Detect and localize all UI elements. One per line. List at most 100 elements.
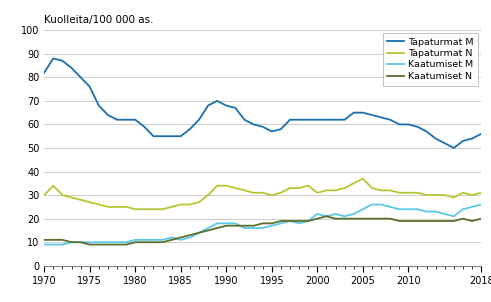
Tapaturmat M — [269, 130, 275, 133]
Tapaturmat N — [332, 188, 338, 192]
Kaatumiset M — [250, 226, 256, 230]
Text: Kuolleita/100 000 as.: Kuolleita/100 000 as. — [44, 15, 154, 25]
Tapaturmat M — [187, 127, 193, 131]
Tapaturmat M — [414, 125, 420, 129]
Tapaturmat N — [342, 186, 348, 190]
Tapaturmat M — [478, 132, 484, 136]
Kaatumiset M — [469, 205, 475, 209]
Tapaturmat N — [123, 205, 129, 209]
Tapaturmat M — [150, 134, 156, 138]
Kaatumiset M — [105, 240, 111, 244]
Tapaturmat M — [378, 116, 384, 119]
Tapaturmat M — [205, 104, 211, 108]
Kaatumiset N — [78, 240, 83, 244]
Tapaturmat M — [160, 134, 165, 138]
Kaatumiset N — [378, 217, 384, 220]
Tapaturmat N — [78, 198, 83, 202]
Tapaturmat N — [414, 191, 420, 194]
Kaatumiset N — [351, 217, 356, 220]
Tapaturmat N — [324, 188, 329, 192]
Kaatumiset N — [232, 224, 238, 227]
Kaatumiset M — [351, 212, 356, 216]
Tapaturmat N — [51, 184, 56, 188]
Kaatumiset M — [369, 203, 375, 206]
Line: Tapaturmat M: Tapaturmat M — [44, 59, 481, 148]
Tapaturmat M — [78, 76, 83, 79]
Line: Kaatumiset M: Kaatumiset M — [44, 204, 481, 245]
Kaatumiset N — [387, 217, 393, 220]
Kaatumiset N — [178, 236, 184, 239]
Tapaturmat M — [296, 118, 302, 121]
Tapaturmat M — [369, 113, 375, 117]
Kaatumiset M — [242, 226, 247, 230]
Tapaturmat N — [460, 191, 466, 194]
Tapaturmat M — [324, 118, 329, 121]
Tapaturmat M — [69, 66, 75, 70]
Tapaturmat M — [178, 134, 184, 138]
Kaatumiset N — [469, 219, 475, 223]
Tapaturmat M — [59, 59, 65, 63]
Kaatumiset M — [287, 219, 293, 223]
Kaatumiset N — [442, 219, 448, 223]
Kaatumiset N — [114, 243, 120, 246]
Kaatumiset M — [96, 240, 102, 244]
Legend: Tapaturmat M, Tapaturmat N, Kaatumiset M, Kaatumiset N: Tapaturmat M, Tapaturmat N, Kaatumiset M… — [382, 33, 478, 85]
Kaatumiset M — [460, 207, 466, 211]
Tapaturmat M — [196, 118, 202, 121]
Tapaturmat N — [287, 186, 293, 190]
Tapaturmat N — [296, 186, 302, 190]
Kaatumiset N — [369, 217, 375, 220]
Kaatumiset N — [451, 219, 457, 223]
Tapaturmat N — [96, 203, 102, 206]
Kaatumiset N — [460, 217, 466, 220]
Kaatumiset N — [287, 219, 293, 223]
Kaatumiset N — [269, 222, 275, 225]
Kaatumiset M — [296, 222, 302, 225]
Kaatumiset N — [305, 219, 311, 223]
Kaatumiset M — [150, 238, 156, 242]
Kaatumiset M — [324, 214, 329, 218]
Tapaturmat N — [132, 207, 138, 211]
Kaatumiset N — [160, 240, 165, 244]
Kaatumiset M — [160, 238, 165, 242]
Tapaturmat N — [160, 207, 165, 211]
Tapaturmat M — [332, 118, 338, 121]
Kaatumiset M — [478, 203, 484, 206]
Tapaturmat N — [150, 207, 156, 211]
Kaatumiset M — [278, 222, 284, 225]
Kaatumiset M — [414, 207, 420, 211]
Tapaturmat M — [132, 118, 138, 121]
Tapaturmat N — [469, 193, 475, 197]
Kaatumiset N — [187, 233, 193, 237]
Tapaturmat N — [360, 177, 366, 180]
Tapaturmat M — [314, 118, 320, 121]
Kaatumiset N — [260, 222, 266, 225]
Tapaturmat N — [269, 193, 275, 197]
Kaatumiset M — [342, 214, 348, 218]
Tapaturmat N — [232, 186, 238, 190]
Tapaturmat M — [460, 139, 466, 143]
Kaatumiset N — [396, 219, 402, 223]
Tapaturmat N — [314, 191, 320, 194]
Kaatumiset M — [187, 236, 193, 239]
Tapaturmat M — [105, 113, 111, 117]
Kaatumiset M — [332, 212, 338, 216]
Kaatumiset M — [451, 214, 457, 218]
Tapaturmat N — [305, 184, 311, 188]
Kaatumiset N — [250, 224, 256, 227]
Tapaturmat N — [250, 191, 256, 194]
Tapaturmat N — [223, 184, 229, 188]
Kaatumiset M — [360, 207, 366, 211]
Kaatumiset N — [105, 243, 111, 246]
Kaatumiset N — [96, 243, 102, 246]
Kaatumiset N — [414, 219, 420, 223]
Tapaturmat M — [169, 134, 175, 138]
Tapaturmat M — [433, 137, 438, 140]
Kaatumiset M — [260, 226, 266, 230]
Kaatumiset M — [205, 226, 211, 230]
Kaatumiset M — [78, 240, 83, 244]
Tapaturmat M — [123, 118, 129, 121]
Tapaturmat N — [196, 200, 202, 204]
Kaatumiset N — [41, 238, 47, 242]
Tapaturmat M — [342, 118, 348, 121]
